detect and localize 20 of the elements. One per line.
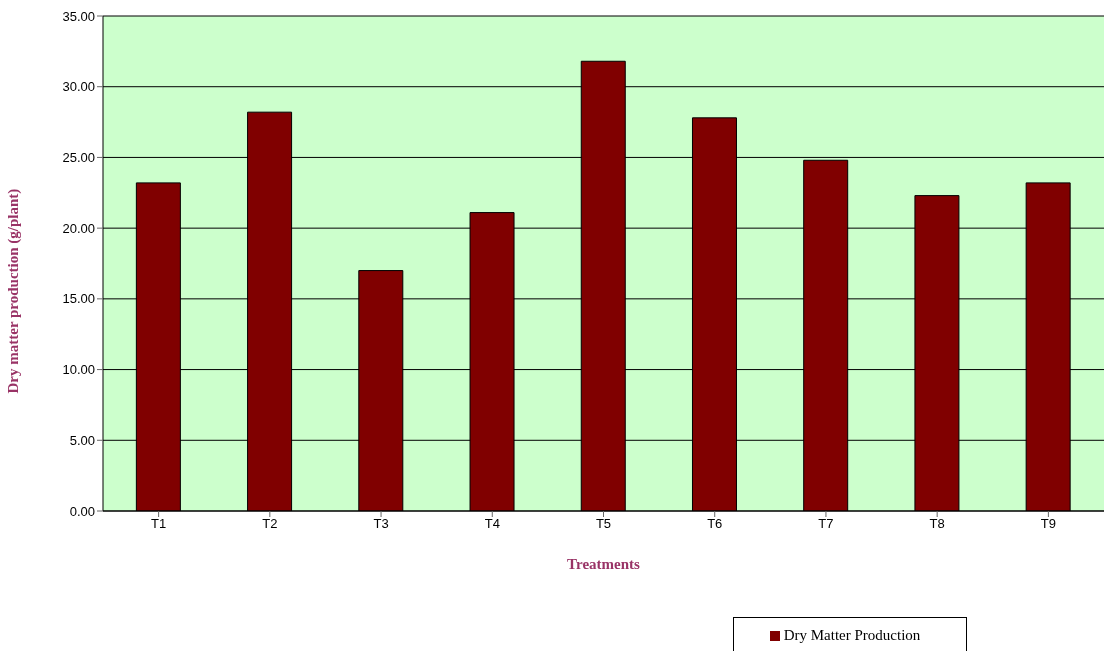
y-axis-title: Dry matter production (g/plant) [5,188,23,394]
x-axis-title: Treatments [567,556,641,572]
y-tick-label: 0.00 [69,503,95,519]
x-tick-label: T9 [1040,516,1056,532]
y-tick-label: 20.00 [62,220,95,236]
y-tick-label: 5.00 [69,432,95,448]
x-tick-label: T7 [818,516,834,532]
x-tick-label: T8 [929,516,945,532]
y-tick-label: 35.00 [62,8,95,24]
y-tick-label: 30.00 [62,79,95,95]
y-tick-label: 10.00 [62,362,95,378]
y-tick-label: 15.00 [62,291,95,307]
x-tick-label: T3 [373,516,389,532]
x-tick-label: T4 [484,516,500,532]
x-tick-label: T2 [262,516,278,532]
x-tick-label: T6 [707,516,723,532]
x-tick-label: T5 [595,516,612,532]
y-tick-label: 25.00 [62,150,95,166]
x-tick-label: T1 [151,516,167,532]
legend-label: Dry Matter Production [783,626,921,643]
